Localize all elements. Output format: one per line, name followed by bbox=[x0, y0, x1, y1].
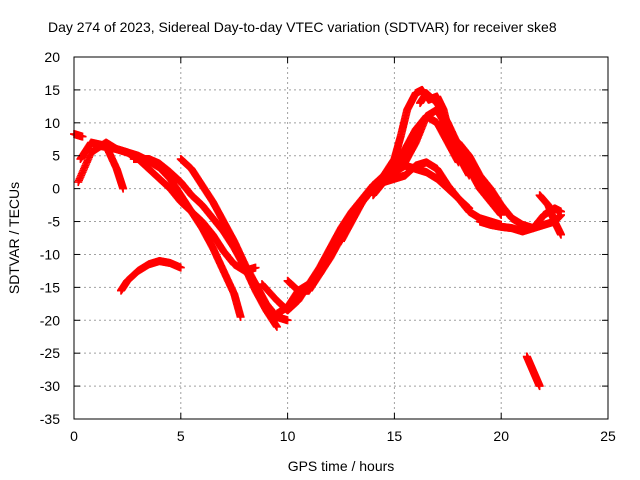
series-arc-1 bbox=[70, 130, 87, 141]
data-point bbox=[497, 210, 506, 219]
data-point bbox=[119, 184, 128, 193]
y-tick-label: -20 bbox=[40, 312, 60, 328]
data-point bbox=[78, 132, 87, 141]
series-arc-10 bbox=[283, 112, 463, 295]
series-arc-8 bbox=[257, 161, 474, 315]
data-point bbox=[283, 316, 292, 325]
data-point bbox=[272, 322, 281, 331]
y-tick-label: 20 bbox=[44, 49, 60, 65]
data-point bbox=[251, 263, 260, 272]
grid-layer bbox=[74, 57, 608, 419]
x-tick-label: 0 bbox=[70, 428, 78, 444]
series-arc-17 bbox=[522, 352, 544, 391]
y-axis-title: SDTVAR / TECUs bbox=[6, 182, 22, 294]
series-arc-6 bbox=[176, 155, 292, 325]
x-tick-label: 25 bbox=[600, 428, 616, 444]
data-point bbox=[176, 263, 185, 272]
y-tick-label: 15 bbox=[44, 82, 60, 98]
x-tick-label: 5 bbox=[177, 428, 185, 444]
data-point bbox=[557, 207, 566, 216]
chart-title: Day 274 of 2023, Sidereal Day-to-day VTE… bbox=[48, 19, 557, 35]
series-arc-16 bbox=[535, 191, 566, 239]
series-arc-7 bbox=[116, 257, 185, 295]
data-point bbox=[535, 382, 544, 391]
series-arc-5 bbox=[129, 155, 281, 331]
x-tick-label: 10 bbox=[280, 428, 296, 444]
y-tick-label: 0 bbox=[52, 181, 60, 197]
y-tick-label: -25 bbox=[40, 345, 60, 361]
plot-frame bbox=[73, 56, 609, 420]
data-points-layer bbox=[70, 85, 566, 391]
y-tick-label: 10 bbox=[44, 115, 60, 131]
x-tick-label: 20 bbox=[493, 428, 509, 444]
y-tick-label: -15 bbox=[40, 279, 60, 295]
y-tick-label: -10 bbox=[40, 246, 60, 262]
x-tick-label: 15 bbox=[387, 428, 403, 444]
y-tick-label: -30 bbox=[40, 378, 60, 394]
data-point bbox=[236, 312, 245, 321]
y-tick-label: -5 bbox=[48, 214, 61, 230]
x-axis-title: GPS time / hours bbox=[288, 458, 395, 474]
y-tick-label: 5 bbox=[52, 148, 60, 164]
data-point bbox=[557, 230, 566, 239]
y-tick-label: -35 bbox=[40, 411, 60, 427]
axis-layer: -35 -30 -25 -20 -15 -10 -5 0 5 10 15 20 0 5 10 15 20 25 bbox=[40, 49, 616, 444]
